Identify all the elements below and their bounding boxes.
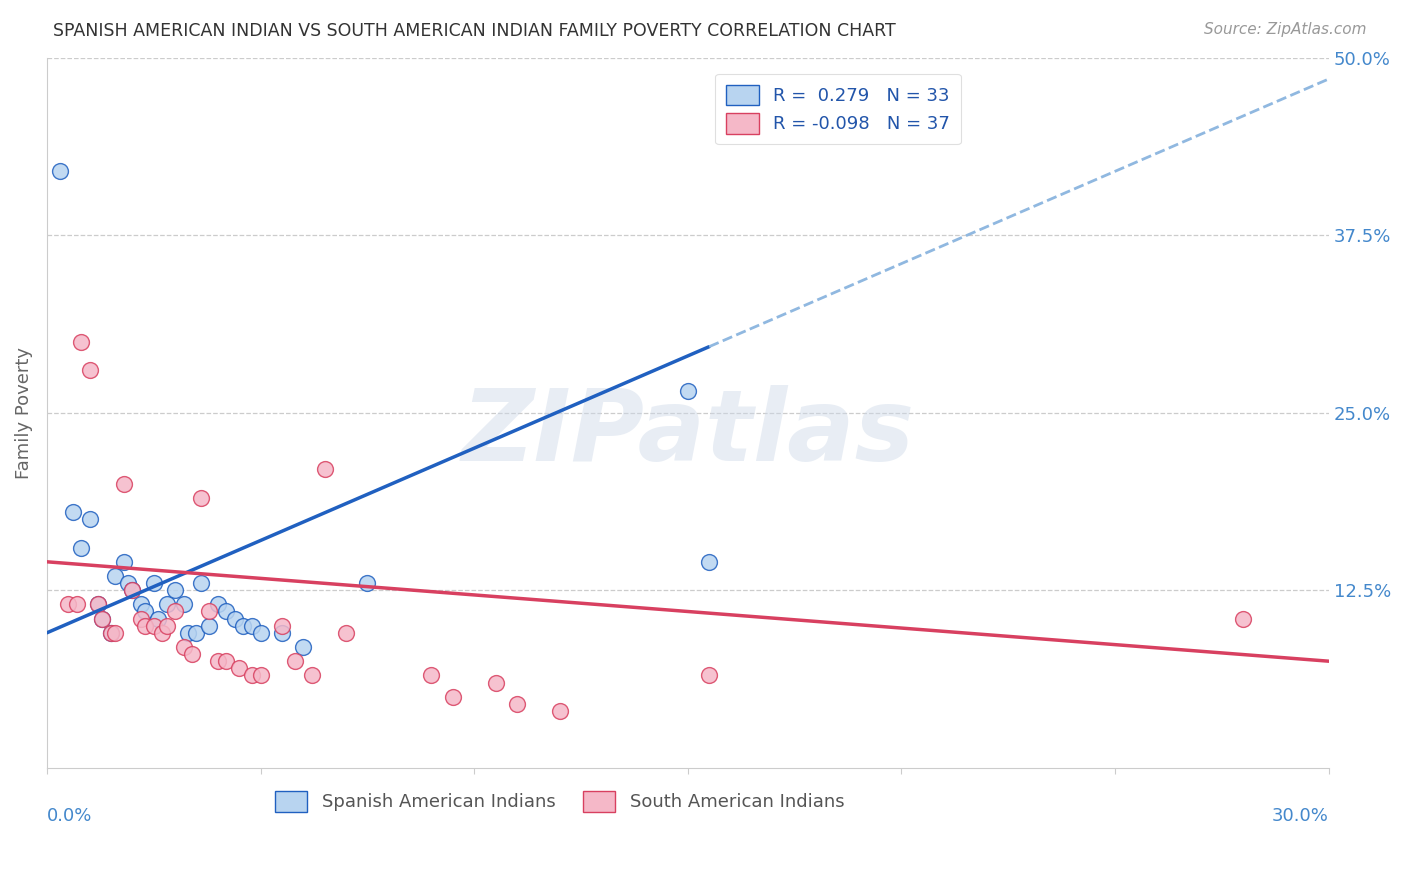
Point	[314, 462, 336, 476]
Point	[150, 625, 173, 640]
Point	[104, 625, 127, 640]
Text: 30.0%: 30.0%	[1272, 806, 1329, 825]
Point	[173, 598, 195, 612]
Point	[284, 654, 307, 668]
Point	[697, 668, 720, 682]
Point	[676, 384, 699, 399]
Point	[207, 598, 229, 612]
Point	[484, 675, 506, 690]
Point	[91, 611, 114, 625]
Point	[190, 576, 212, 591]
Legend: Spanish American Indians, South American Indians: Spanish American Indians, South American…	[267, 784, 852, 819]
Point	[1232, 611, 1254, 625]
Text: 0.0%: 0.0%	[46, 806, 93, 825]
Point	[155, 618, 177, 632]
Point	[173, 640, 195, 654]
Point	[249, 625, 271, 640]
Point	[100, 625, 122, 640]
Point	[112, 476, 135, 491]
Point	[207, 654, 229, 668]
Point	[292, 640, 315, 654]
Text: SPANISH AMERICAN INDIAN VS SOUTH AMERICAN INDIAN FAMILY POVERTY CORRELATION CHAR: SPANISH AMERICAN INDIAN VS SOUTH AMERICA…	[53, 22, 896, 40]
Point	[117, 576, 139, 591]
Point	[198, 618, 221, 632]
Point	[335, 625, 357, 640]
Point	[506, 697, 529, 711]
Point	[155, 598, 177, 612]
Text: ZIPatlas: ZIPatlas	[461, 385, 914, 483]
Point	[79, 512, 101, 526]
Point	[215, 654, 238, 668]
Point	[146, 611, 169, 625]
Point	[165, 583, 187, 598]
Point	[270, 618, 292, 632]
Point	[441, 690, 464, 704]
Point	[215, 605, 238, 619]
Point	[121, 583, 143, 598]
Point	[165, 605, 187, 619]
Point	[240, 668, 263, 682]
Y-axis label: Family Poverty: Family Poverty	[15, 347, 32, 479]
Point	[70, 541, 93, 555]
Point	[224, 611, 246, 625]
Point	[79, 363, 101, 377]
Text: Source: ZipAtlas.com: Source: ZipAtlas.com	[1204, 22, 1367, 37]
Point	[70, 334, 93, 349]
Point	[420, 668, 443, 682]
Point	[240, 618, 263, 632]
Point	[356, 576, 378, 591]
Point	[91, 611, 114, 625]
Point	[134, 618, 156, 632]
Point	[121, 583, 143, 598]
Point	[48, 164, 70, 178]
Point	[186, 625, 208, 640]
Point	[62, 505, 84, 519]
Point	[129, 611, 152, 625]
Point	[58, 598, 80, 612]
Point	[87, 598, 110, 612]
Point	[228, 661, 250, 675]
Point	[87, 598, 110, 612]
Point	[129, 598, 152, 612]
Point	[181, 647, 204, 661]
Point	[697, 555, 720, 569]
Point	[142, 576, 165, 591]
Point	[177, 625, 200, 640]
Point	[134, 605, 156, 619]
Point	[198, 605, 221, 619]
Point	[270, 625, 292, 640]
Point	[249, 668, 271, 682]
Point	[190, 491, 212, 505]
Point	[142, 618, 165, 632]
Point	[232, 618, 254, 632]
Point	[104, 569, 127, 583]
Point	[548, 704, 571, 718]
Point	[100, 625, 122, 640]
Point	[112, 555, 135, 569]
Point	[301, 668, 323, 682]
Point	[66, 598, 89, 612]
